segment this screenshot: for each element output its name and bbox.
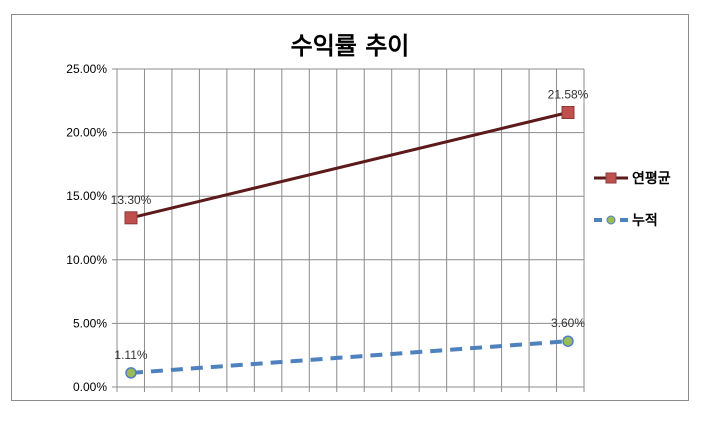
- data-label: 21.58%: [548, 88, 589, 102]
- legend-swatch-marker: [605, 172, 617, 184]
- axes: [112, 68, 585, 392]
- chart-title: 수익률 추이: [291, 32, 410, 60]
- y-tick-label: 25.00%: [66, 62, 107, 76]
- y-tick-label: 10.00%: [66, 253, 107, 267]
- y-tick-label: 0.00%: [73, 380, 107, 394]
- data-label: 13.30%: [111, 193, 152, 207]
- legend-label: 누적: [632, 212, 658, 229]
- legend-swatch-marker: [606, 215, 616, 225]
- data-label: 3.60%: [551, 316, 585, 330]
- data-labels: 13.30% 21.58% 1.11% 3.60%: [111, 88, 589, 362]
- data-point: [561, 106, 575, 120]
- series: [124, 106, 575, 379]
- grid: [117, 68, 585, 387]
- data-point: [562, 335, 574, 347]
- legend-label: 연평균: [632, 170, 671, 187]
- legend-item: 연평균: [594, 170, 671, 187]
- series-line-1: [130, 111, 569, 220]
- legend-item: 누적: [594, 212, 658, 229]
- chart-frame: [11, 14, 689, 401]
- y-tick-label: 20.00%: [66, 126, 107, 140]
- series-line-2: [130, 339, 569, 375]
- y-tick-label: 15.00%: [66, 189, 107, 203]
- y-tick-labels: 0.00% 5.00% 10.00% 15.00% 20.00% 25.00%: [66, 62, 107, 394]
- data-point: [125, 367, 137, 379]
- y-tick-label: 5.00%: [73, 316, 107, 330]
- data-point: [124, 211, 138, 225]
- data-label: 1.11%: [114, 348, 147, 362]
